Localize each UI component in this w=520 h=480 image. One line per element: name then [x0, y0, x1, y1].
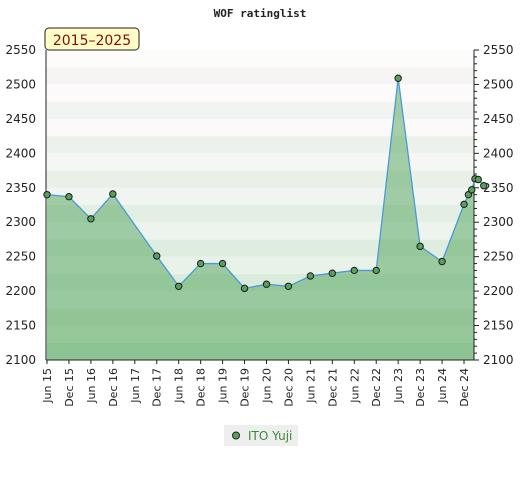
x-tick-label: Dec 16 — [107, 368, 120, 407]
background-band — [46, 136, 474, 154]
x-tick-label: Jun 20 — [260, 368, 273, 404]
background-band — [46, 308, 474, 326]
x-axis: Jun 15 Dec 15 Jun 16 Dec 16 Jun 17 Dec 17 Jun … — [41, 360, 471, 407]
background-band — [46, 205, 474, 223]
background-band — [46, 153, 474, 171]
background-band — [46, 342, 474, 360]
background-band — [46, 101, 474, 119]
background-band — [46, 273, 474, 292]
y-tick-label-right: 2450 — [483, 112, 514, 126]
x-tick-label: Dec 15 — [63, 368, 76, 407]
background-band — [46, 84, 474, 102]
data-point[interactable] — [328, 269, 337, 277]
background-band — [46, 50, 474, 68]
legend-label: ITO Yuji — [248, 429, 292, 443]
data-point[interactable] — [372, 266, 380, 275]
y-tick-label-left: 2400 — [5, 146, 36, 160]
background-bands — [46, 50, 474, 360]
background-band — [46, 222, 474, 240]
legend-marker — [232, 431, 240, 440]
background-band — [46, 325, 474, 343]
x-tick-label: Dec 22 — [370, 368, 383, 407]
data-point[interactable] — [306, 272, 315, 280]
y-tick-label-left: 2350 — [5, 181, 36, 195]
y-tick-label-right: 2300 — [483, 215, 514, 229]
background-band — [46, 239, 474, 257]
y-tick-label-left: 2300 — [5, 215, 36, 229]
y-tick-label-left: 2200 — [5, 284, 36, 298]
x-tick-label: Dec 19 — [239, 368, 252, 407]
data-point[interactable] — [438, 257, 446, 266]
x-tick-label: Jun 23 — [392, 368, 405, 404]
chart-title: WOF ratinglist — [214, 7, 307, 20]
background-band — [46, 256, 474, 274]
y-tick-label-right: 2200 — [483, 284, 514, 298]
data-point[interactable] — [153, 252, 161, 260]
x-tick-label: Dec 21 — [326, 368, 339, 407]
legend[interactable]: ITO Yuji — [224, 425, 298, 446]
x-tick-label: Dec 17 — [151, 368, 164, 407]
y-tick-label-left: 2500 — [5, 77, 36, 91]
background-band — [46, 187, 474, 205]
x-tick-label: Dec 23 — [414, 368, 427, 407]
data-point[interactable] — [240, 284, 249, 293]
legend-box — [224, 425, 298, 446]
y-tick-label-right: 2150 — [483, 319, 514, 333]
y-tick-label-right: 2250 — [483, 250, 514, 264]
y-tick-label-left: 2550 — [5, 43, 36, 57]
series-layer — [43, 74, 488, 293]
y-tick-label-right: 2350 — [483, 181, 514, 195]
x-tick-label: Jun 19 — [217, 368, 230, 404]
data-point[interactable] — [65, 193, 73, 201]
area-layer — [47, 78, 474, 360]
data-point[interactable] — [196, 259, 205, 268]
data-point[interactable] — [109, 190, 117, 198]
background-band — [46, 291, 474, 309]
period-badge: 2015–2025 — [44, 27, 140, 51]
y-tick-label-right: 2400 — [483, 146, 514, 160]
y-axis-right: 2100 2150 2200 2250 2300 2350 2400 2450 2500 2550 — [474, 43, 514, 367]
x-tick-label: Dec 24 — [458, 368, 471, 407]
data-point[interactable] — [460, 200, 468, 209]
data-point[interactable] — [416, 242, 424, 251]
data-point[interactable] — [43, 190, 51, 199]
period-badge-label: 2015–2025 — [53, 33, 131, 49]
y-tick-label-right: 2550 — [483, 43, 514, 57]
x-tick-label: Jun 21 — [304, 368, 317, 404]
x-tick-label: Jun 18 — [173, 368, 186, 404]
y-tick-label-left: 2450 — [5, 112, 36, 126]
x-tick-label: Jun 17 — [129, 368, 142, 404]
data-point[interactable] — [174, 282, 183, 290]
data-point[interactable] — [284, 282, 293, 290]
data-point[interactable] — [474, 175, 482, 184]
background-band — [46, 67, 474, 85]
y-axis-left: 2100 2150 2200 2250 2300 2350 2400 2450 2500 2550 — [5, 43, 36, 367]
series-area — [47, 78, 474, 360]
data-point[interactable] — [480, 182, 488, 190]
data-point[interactable] — [218, 259, 227, 268]
data-point[interactable] — [394, 74, 402, 82]
x-tick-label: Jun 22 — [348, 368, 361, 404]
data-point[interactable] — [468, 186, 476, 194]
data-point[interactable] — [262, 280, 271, 288]
y-tick-label-left: 2150 — [5, 319, 36, 333]
x-tick-label: Jun 15 — [41, 368, 54, 404]
x-tick-label: Jun 16 — [85, 368, 98, 404]
background-band — [46, 170, 474, 188]
y-tick-label-left: 2250 — [5, 250, 36, 264]
x-tick-label: Dec 18 — [195, 368, 208, 407]
y-tick-label-right: 2500 — [483, 77, 514, 91]
period-badge-box — [44, 27, 140, 51]
axes — [45, 50, 475, 361]
x-tick-label: Jun 24 — [436, 368, 449, 404]
data-point[interactable] — [87, 215, 95, 223]
data-point[interactable] — [350, 266, 358, 275]
y-tick-label-left: 2100 — [5, 353, 36, 367]
background-band — [46, 118, 474, 137]
x-tick-label: Dec 20 — [282, 368, 295, 407]
y-tick-label-right: 2100 — [483, 353, 514, 367]
